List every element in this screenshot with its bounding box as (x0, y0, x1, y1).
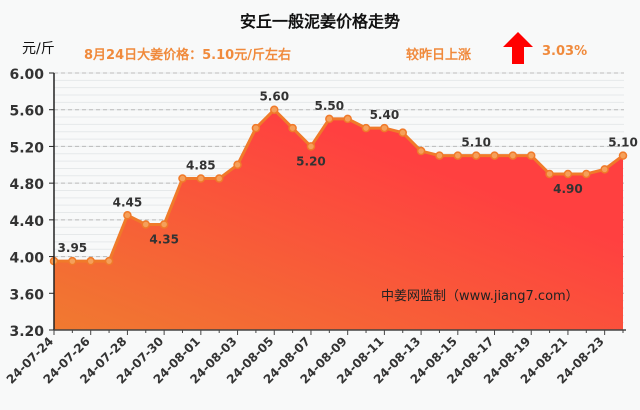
data-point (288, 123, 297, 133)
data-point (233, 160, 242, 170)
y-tick-label: 4.80 (9, 177, 44, 193)
data-label: 5.20 (296, 154, 326, 168)
data-label: 4.90 (553, 182, 583, 196)
data-point (416, 146, 426, 156)
up-arrow-icon (503, 32, 533, 64)
data-point (582, 169, 591, 179)
y-tick-label: 3.60 (9, 287, 44, 303)
data-point (471, 151, 481, 160)
data-label: 4.85 (186, 159, 216, 173)
data-label: 4.35 (149, 232, 179, 246)
data-point (545, 169, 554, 179)
y-axis-unit: 元/斤 (22, 41, 55, 57)
y-tick-label: 4.40 (9, 214, 44, 230)
data-label: 5.40 (370, 108, 400, 122)
data-point (251, 123, 261, 133)
data-point (306, 142, 316, 151)
data-point (214, 174, 224, 183)
data-point (68, 256, 77, 266)
y-tick-label: 6.00 (9, 67, 44, 83)
data-label: 5.60 (259, 90, 289, 104)
data-label: 5.50 (315, 99, 345, 113)
data-label: 3.95 (58, 241, 88, 255)
data-point (618, 151, 628, 160)
change-value: 3.03% (542, 44, 588, 59)
data-point (141, 220, 151, 229)
data-point (104, 256, 114, 266)
data-point (343, 114, 352, 124)
data-point (453, 151, 463, 160)
data-point (178, 174, 187, 183)
data-point (435, 151, 444, 160)
data-point (380, 123, 389, 133)
data-point (600, 165, 609, 174)
data-label: 4.45 (113, 195, 143, 209)
area-fill (54, 109, 623, 330)
data-point (196, 174, 206, 183)
data-point (490, 151, 499, 160)
data-point (398, 128, 407, 137)
data-point (325, 114, 334, 124)
data-point (270, 105, 279, 114)
data-label: 5.10 (461, 136, 491, 150)
y-tick-label: 5.60 (9, 104, 44, 120)
data-point (563, 169, 573, 179)
data-label: 5.10 (608, 136, 638, 150)
data-point (526, 151, 536, 160)
y-tick-label: 3.20 (9, 324, 44, 340)
data-point (361, 123, 371, 133)
change-label: 较昨日上涨 (406, 48, 472, 63)
data-point (86, 256, 95, 266)
price-note: 8月24日大姜价格：5.10元/斤左右 (84, 48, 291, 63)
data-point (123, 211, 132, 220)
data-point (508, 151, 518, 160)
data-point (159, 220, 169, 229)
y-tick-label: 5.20 (9, 140, 44, 156)
chart-title: 安丘一般泥姜价格走势 (239, 12, 400, 31)
watermark: 中姜网监制（www.jiang7.com） (381, 289, 579, 304)
y-tick-label: 4.00 (9, 251, 44, 267)
